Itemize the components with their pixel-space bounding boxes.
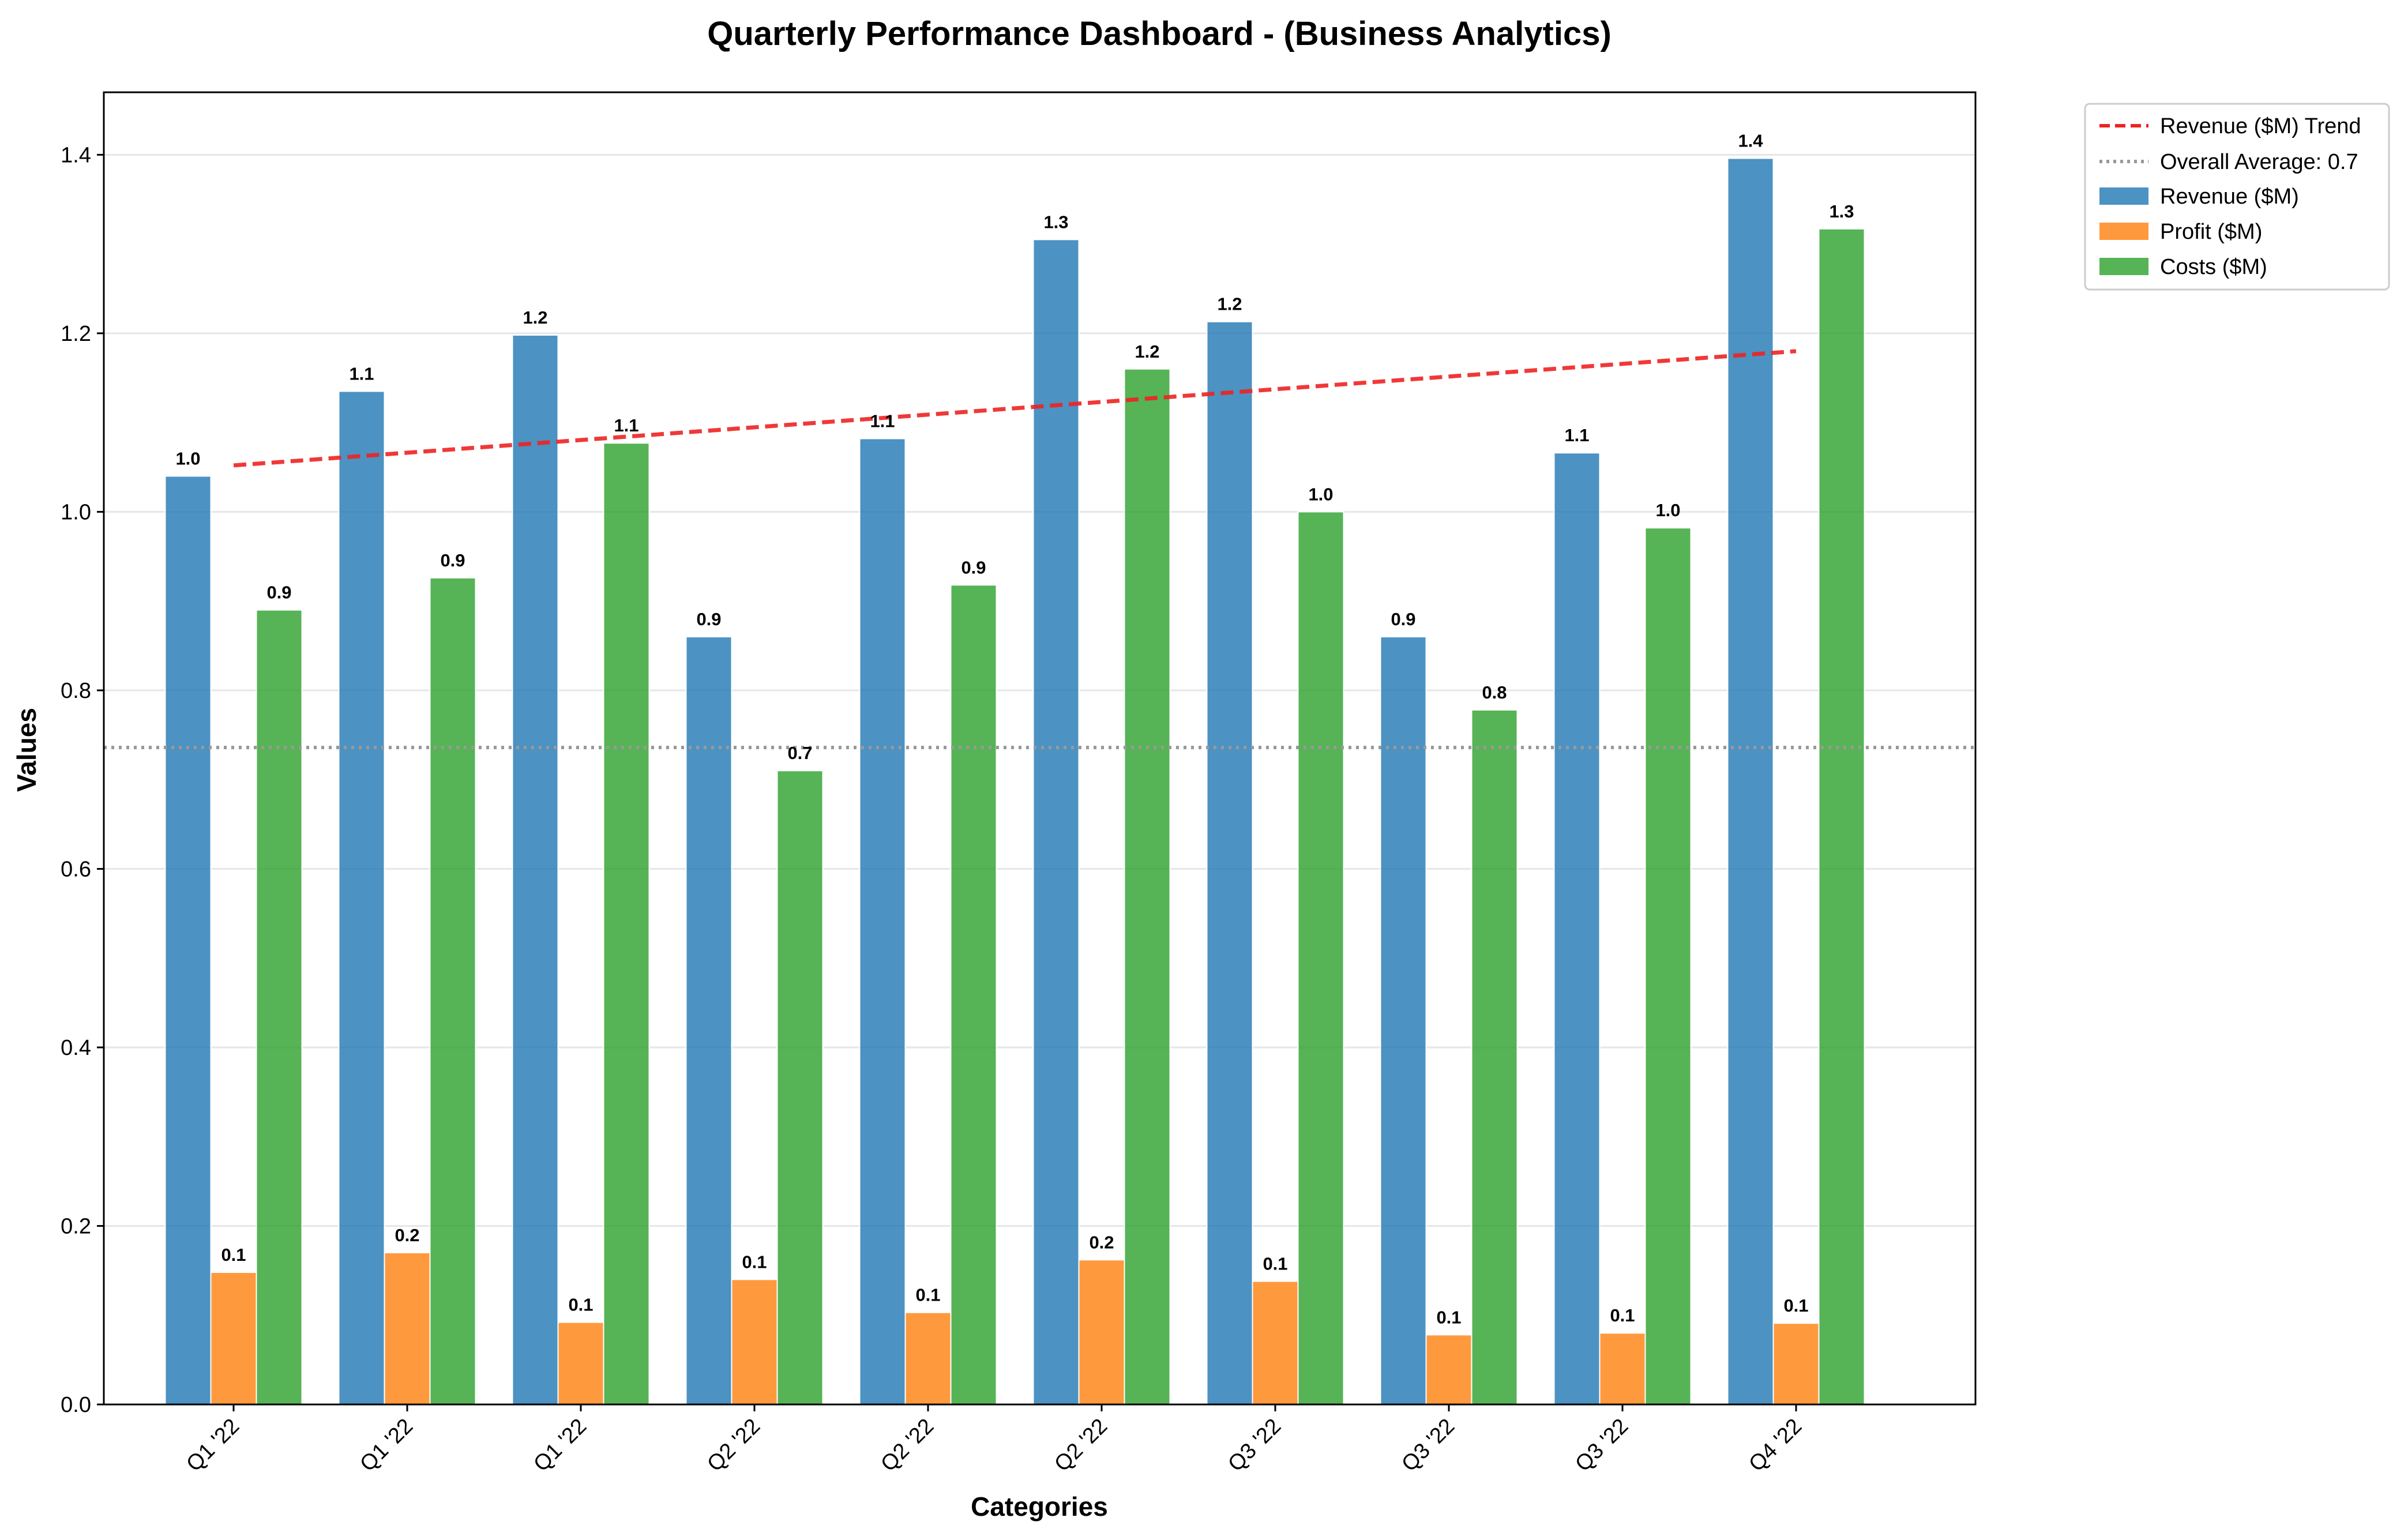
bar-value-label: 0.9 — [1391, 609, 1415, 629]
bar-profit — [210, 1271, 257, 1406]
bar-costs — [950, 584, 997, 1405]
legend-trend-label: Revenue ($M) Trend — [2160, 114, 2361, 138]
y-axis-title: Values — [12, 708, 42, 792]
bar-value-label: 0.2 — [1089, 1232, 1114, 1252]
bar-value-label: 1.1 — [870, 411, 895, 431]
bar-costs — [776, 770, 824, 1405]
bar-revenue — [685, 636, 733, 1405]
y-tick-label: 1.2 — [61, 322, 91, 346]
y-tick-label: 0.4 — [61, 1036, 91, 1060]
bar-value-label: 1.2 — [523, 307, 547, 328]
bar-costs — [256, 609, 303, 1405]
bar-profit — [731, 1279, 778, 1405]
y-tick-label: 0.8 — [61, 679, 91, 703]
bar-costs — [429, 577, 476, 1405]
bar-value-label: 1.1 — [349, 363, 374, 384]
data-labels: 1.0 0.1 0.9 1.1 0.2 0.9 1.2 0.1 1.1 0.9 0.1 0.7 1.1 0… — [175, 131, 1854, 1328]
bar-value-label: 0.1 — [1263, 1253, 1287, 1274]
bar-value-label: 1.1 — [1564, 425, 1589, 445]
bar-profit — [904, 1312, 952, 1405]
legend-profit-label: Profit ($M) — [2160, 220, 2262, 244]
bar-profit — [384, 1252, 431, 1406]
y-tick-label: 0.0 — [61, 1393, 91, 1417]
bar-value-label: 0.9 — [440, 550, 465, 570]
bar-value-label: 0.8 — [1482, 682, 1507, 703]
bar-value-label: 1.0 — [175, 448, 200, 468]
y-tick-label: 1.4 — [61, 143, 91, 167]
bar-revenue — [1032, 239, 1080, 1405]
legend: Revenue ($M) Trend Overall Average: 0.7 … — [2084, 103, 2390, 291]
bar-profit — [1078, 1259, 1125, 1405]
bar-value-label: 1.0 — [1308, 484, 1333, 504]
bar-profit — [557, 1321, 604, 1406]
legend-revenue-swatch — [2099, 187, 2148, 205]
bar-revenue — [512, 334, 559, 1405]
bar-profit — [1599, 1332, 1646, 1405]
bar-costs — [1124, 368, 1171, 1405]
bar-costs — [1818, 228, 1865, 1405]
y-tick-label: 1.0 — [61, 500, 91, 524]
legend-costs-label: Costs ($M) — [2160, 255, 2267, 279]
bar-revenue — [1727, 157, 1774, 1405]
bar-value-label: 0.7 — [787, 743, 812, 763]
bar-value-label: 0.1 — [221, 1245, 246, 1265]
bar-revenue — [164, 475, 212, 1405]
bar-value-label: 0.1 — [1783, 1295, 1808, 1316]
bar-value-label: 1.2 — [1135, 341, 1159, 362]
bar-costs — [603, 442, 650, 1406]
bar-value-label: 1.3 — [1043, 212, 1068, 232]
bar-value-label: 1.0 — [1655, 500, 1680, 520]
legend-revenue-label: Revenue ($M) — [2160, 185, 2299, 209]
legend-frame — [2084, 103, 2390, 291]
legend-average-label: Overall Average: 0.7 — [2160, 150, 2358, 174]
bar-value-label: 0.1 — [742, 1252, 767, 1272]
bar-value-label: 1.4 — [1738, 131, 1763, 151]
bar-value-label: 0.1 — [915, 1285, 940, 1305]
bar-value-label: 1.1 — [614, 415, 638, 435]
bar-value-label: 0.9 — [266, 583, 291, 603]
y-tick-label: 0.2 — [61, 1214, 91, 1238]
plot-frame — [103, 91, 1977, 1406]
bar-value-label: 0.9 — [696, 609, 721, 629]
bar-costs — [1471, 709, 1518, 1405]
bar-value-label: 1.2 — [1217, 294, 1242, 314]
bar-revenue — [1553, 452, 1601, 1406]
bar-profit — [1252, 1280, 1299, 1405]
bars — [164, 157, 1865, 1406]
bar-profit — [1772, 1323, 1820, 1406]
bar-value-label: 0.2 — [395, 1225, 419, 1245]
legend-profit-swatch — [2099, 223, 2148, 240]
revenue-trend-line — [233, 349, 1797, 468]
x-axis-title: Categories — [971, 1492, 1108, 1522]
bar-revenue — [859, 438, 906, 1405]
bar-profit — [1425, 1334, 1473, 1405]
bar-value-label: 0.1 — [568, 1295, 593, 1315]
bar-value-label: 1.3 — [1829, 201, 1854, 221]
y-tick-label: 0.6 — [61, 857, 91, 881]
bar-value-label: 0.9 — [961, 557, 986, 577]
bar-revenue — [1206, 321, 1253, 1406]
reference-lines — [104, 349, 1975, 749]
bar-costs — [1644, 527, 1692, 1406]
legend-costs-swatch — [2099, 258, 2148, 275]
bar-value-label: 0.1 — [1436, 1307, 1461, 1327]
bar-revenue — [1380, 636, 1427, 1405]
chart-title: Quarterly Performance Dashboard - (Busin… — [707, 15, 1612, 52]
bar-value-label: 0.1 — [1610, 1305, 1635, 1325]
bar-costs — [1297, 511, 1344, 1405]
bar-revenue — [338, 390, 385, 1405]
